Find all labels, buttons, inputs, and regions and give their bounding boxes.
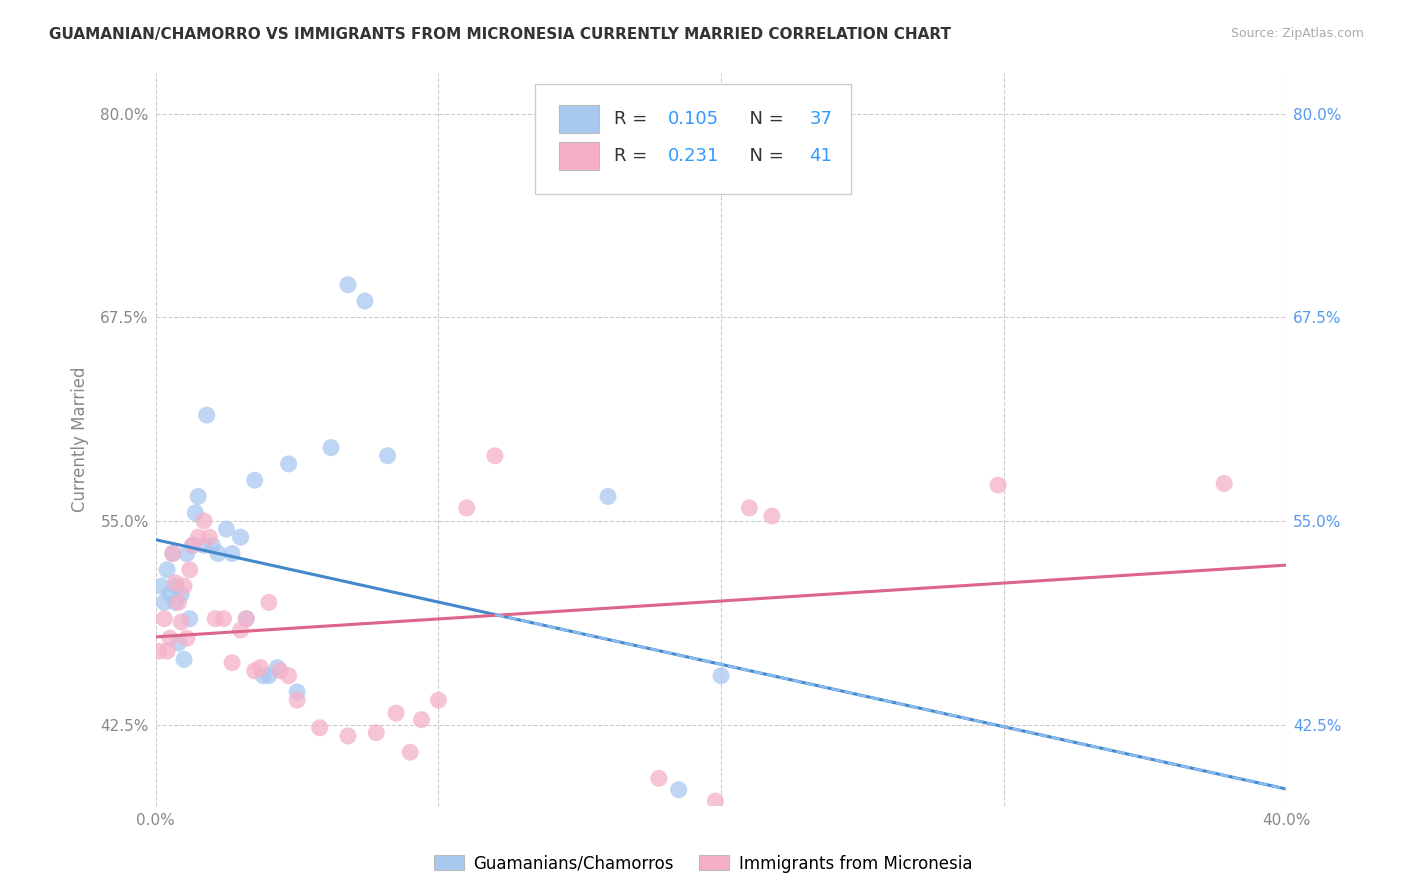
Point — [148, 644, 170, 658]
Text: 41: 41 — [810, 147, 832, 165]
Point — [319, 441, 342, 455]
Point — [153, 612, 176, 626]
Y-axis label: Currently Married: Currently Married — [72, 367, 89, 512]
Point — [277, 457, 299, 471]
Point — [221, 656, 243, 670]
Point — [179, 612, 201, 626]
Point — [221, 547, 243, 561]
Point — [337, 729, 360, 743]
Point — [668, 782, 690, 797]
Point — [215, 522, 238, 536]
Point — [184, 506, 207, 520]
Point — [179, 563, 201, 577]
Point — [823, 864, 845, 879]
Point — [354, 293, 377, 308]
Point — [170, 587, 193, 601]
Point — [187, 530, 209, 544]
FancyBboxPatch shape — [560, 105, 599, 133]
Point — [229, 530, 252, 544]
Point — [243, 473, 266, 487]
Point — [150, 579, 173, 593]
Point — [156, 563, 179, 577]
Point — [366, 725, 388, 739]
Point — [176, 631, 198, 645]
Text: R =: R = — [613, 147, 652, 165]
Point — [235, 612, 257, 626]
Point — [173, 652, 195, 666]
FancyBboxPatch shape — [534, 84, 851, 194]
Text: R =: R = — [613, 110, 652, 128]
Text: N =: N = — [738, 110, 790, 128]
Point — [229, 623, 252, 637]
FancyBboxPatch shape — [560, 142, 599, 169]
Point — [187, 490, 209, 504]
Point — [337, 277, 360, 292]
Point — [176, 547, 198, 561]
Point — [484, 449, 506, 463]
Point — [285, 693, 308, 707]
Point — [427, 693, 450, 707]
Point — [162, 547, 184, 561]
Point — [596, 490, 619, 504]
Point — [1213, 476, 1236, 491]
Text: GUAMANIAN/CHAMORRO VS IMMIGRANTS FROM MICRONESIA CURRENTLY MARRIED CORRELATION C: GUAMANIAN/CHAMORRO VS IMMIGRANTS FROM MI… — [49, 27, 952, 42]
Point — [285, 685, 308, 699]
Point — [212, 612, 235, 626]
Point — [156, 644, 179, 658]
Point — [153, 595, 176, 609]
Point — [456, 500, 478, 515]
Point — [165, 579, 187, 593]
Point — [165, 575, 187, 590]
Point — [173, 579, 195, 593]
Text: Source: ZipAtlas.com: Source: ZipAtlas.com — [1230, 27, 1364, 40]
Point — [243, 664, 266, 678]
Point — [193, 514, 215, 528]
Point — [159, 631, 181, 645]
Text: 37: 37 — [810, 110, 832, 128]
Point — [648, 772, 671, 786]
Point — [385, 706, 408, 720]
Point — [987, 478, 1010, 492]
Point — [207, 547, 229, 561]
Point — [266, 660, 288, 674]
Point — [181, 538, 204, 552]
Point — [377, 449, 399, 463]
Point — [167, 636, 190, 650]
Point — [252, 668, 274, 682]
Point — [170, 615, 193, 629]
Point — [269, 664, 291, 678]
Point — [249, 660, 271, 674]
Point — [399, 745, 422, 759]
Legend: Guamanians/Chamorros, Immigrants from Micronesia: Guamanians/Chamorros, Immigrants from Mi… — [427, 848, 979, 880]
Point — [201, 538, 224, 552]
Point — [277, 668, 299, 682]
Point — [235, 612, 257, 626]
Point — [204, 612, 226, 626]
Point — [165, 595, 187, 609]
Point — [257, 668, 280, 682]
Point — [193, 538, 215, 552]
Point — [761, 509, 783, 524]
Point — [710, 668, 733, 682]
Point — [159, 587, 181, 601]
Point — [704, 794, 727, 808]
Text: 0.105: 0.105 — [668, 110, 718, 128]
Point — [167, 595, 190, 609]
Point — [195, 408, 218, 422]
Point — [308, 721, 330, 735]
Point — [257, 595, 280, 609]
Point — [198, 530, 221, 544]
Point — [181, 538, 204, 552]
Text: 0.231: 0.231 — [668, 147, 720, 165]
Point — [738, 500, 761, 515]
Point — [411, 713, 433, 727]
Text: N =: N = — [738, 147, 790, 165]
Point — [162, 547, 184, 561]
